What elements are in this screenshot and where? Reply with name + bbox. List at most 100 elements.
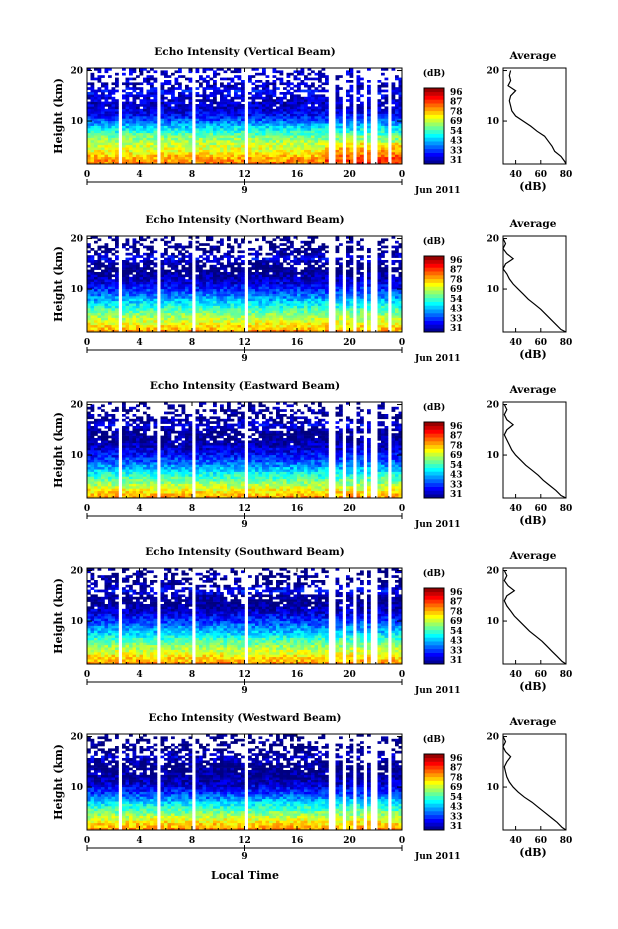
heatmap-cell <box>136 264 140 268</box>
heatmap-cell <box>290 240 294 244</box>
heatmap-cell <box>290 264 294 268</box>
heatmap-cell <box>276 308 280 311</box>
heatmap-cell <box>325 123 329 126</box>
heatmap-cell <box>97 320 102 323</box>
heatmap-cell <box>304 269 308 273</box>
heatmap-cell <box>241 96 245 100</box>
heatmap-cell <box>262 113 266 117</box>
heatmap-cell <box>167 308 172 311</box>
heatmap-cell <box>125 329 130 333</box>
heatmap-cell <box>167 257 172 261</box>
heatmap-cell <box>101 305 105 309</box>
heatmap-cell <box>286 113 291 117</box>
heatmap-cell <box>178 252 182 256</box>
heatmap-cell <box>276 324 280 328</box>
heatmap-cell <box>188 132 193 136</box>
heatmap-cell <box>199 293 203 297</box>
heatmap-cell <box>398 137 403 141</box>
heatmap-cell <box>227 123 231 126</box>
heatmap-cell <box>213 99 217 102</box>
heatmap-cell <box>220 152 224 155</box>
heatmap-cell <box>195 264 200 268</box>
heatmap-cell <box>272 104 277 107</box>
heatmap-cell <box>227 315 231 318</box>
heatmap-cell <box>87 279 91 282</box>
heatmap-cell <box>209 125 214 129</box>
heatmap-cell <box>241 305 245 309</box>
heatmap-cell <box>286 312 291 316</box>
heatmap-cell <box>160 120 165 124</box>
heatmap-cell <box>300 144 305 148</box>
heatmap-cell <box>143 305 147 309</box>
heatmap-cell <box>115 149 119 153</box>
heatmap-cell <box>188 147 193 150</box>
heatmap-cell <box>318 250 322 254</box>
heatmap-cell <box>265 300 270 304</box>
heatmap-cell <box>269 111 273 114</box>
heatmap-cell <box>178 84 182 88</box>
heatmap-cell <box>216 322 221 326</box>
heatmap-cell <box>321 281 326 285</box>
heatmap-cell <box>293 305 298 309</box>
profile-x-tick-label: 80 <box>560 170 573 180</box>
heatmap-cell <box>185 128 189 131</box>
heatmap-cell <box>125 322 130 326</box>
heatmap-cell <box>160 300 165 304</box>
heatmap-cell <box>290 82 294 86</box>
heatmap-cell <box>209 238 214 242</box>
heatmap-cell <box>111 135 116 138</box>
heatmap-cell <box>146 272 151 275</box>
heatmap-cell <box>248 92 252 95</box>
heatmap-cell <box>129 303 133 306</box>
heatmap-cell <box>178 243 182 246</box>
heatmap-cell <box>87 111 91 114</box>
heatmap-cell <box>206 128 210 131</box>
heatmap-cell <box>272 89 277 93</box>
heatmap-cell <box>304 99 308 102</box>
heatmap-cell <box>174 260 179 263</box>
heatmap-cell <box>276 317 280 321</box>
heatmap-cell <box>377 80 382 83</box>
heatmap-cell <box>398 125 403 129</box>
heatmap-cell <box>181 320 186 323</box>
heatmap-cell <box>202 291 207 294</box>
heatmap-cell <box>304 116 308 119</box>
heatmap-cell <box>101 130 105 134</box>
heatmap-cell <box>395 106 399 110</box>
heatmap-cell <box>111 104 116 107</box>
heatmap-cell <box>248 291 252 294</box>
heatmap-cell <box>195 92 200 95</box>
heatmap-cell <box>318 291 322 294</box>
heatmap-cell <box>87 142 91 146</box>
heatmap-cell <box>209 68 214 71</box>
heatmap-cell <box>94 147 98 150</box>
heatmap-cell <box>234 284 238 287</box>
heatmap-cell <box>265 142 270 146</box>
heatmap-cell <box>132 147 137 150</box>
heatmap-cell <box>248 281 252 285</box>
heatmap-cell <box>125 149 130 153</box>
heatmap-cell <box>153 269 158 273</box>
heatmap-cell <box>171 308 175 311</box>
heatmap-cell <box>146 267 151 270</box>
heatmap-cell <box>262 279 266 282</box>
heatmap-cell <box>202 135 207 138</box>
heatmap-cell <box>286 111 291 114</box>
heatmap-cell <box>195 240 200 244</box>
heatmap-cell <box>199 130 203 134</box>
heatmap-cell <box>307 269 312 273</box>
heatmap-cell <box>174 106 179 110</box>
heatmap-cell <box>276 284 280 287</box>
heatmap-cell <box>318 267 322 270</box>
heatmap-cell <box>262 132 266 136</box>
heatmap-cell <box>188 310 193 314</box>
heatmap-cell <box>391 140 396 143</box>
heatmap-cell <box>241 135 245 138</box>
heatmap-cell <box>164 240 168 244</box>
heatmap-cell <box>150 272 154 275</box>
heatmap-cell <box>185 329 189 333</box>
heatmap-cell <box>132 284 137 287</box>
heatmap-cell <box>269 248 273 251</box>
heatmap-cell <box>94 99 98 102</box>
heatmap-cell <box>279 135 284 138</box>
